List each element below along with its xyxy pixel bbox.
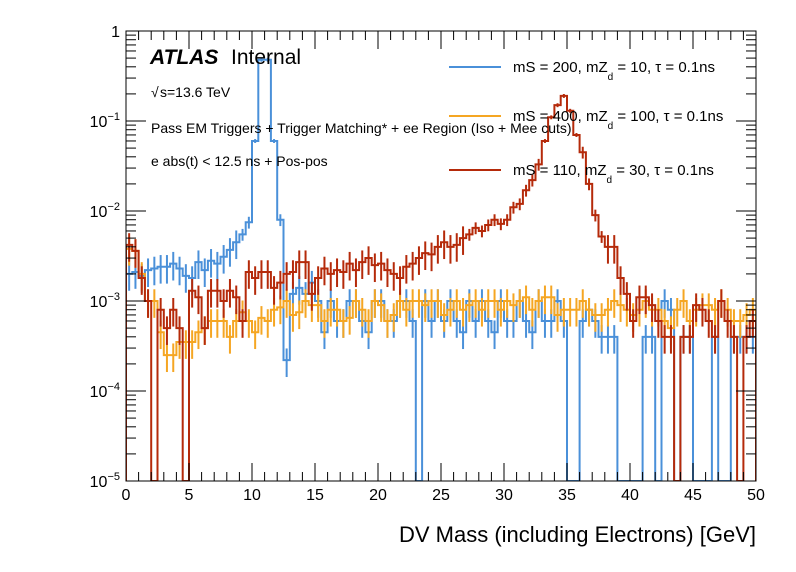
atlas-label: ATLAS xyxy=(149,46,218,69)
axes-layer xyxy=(125,30,757,482)
x-tick-labels: 0 5 10 15 20 25 30 35 40 45 50 xyxy=(122,487,765,504)
energy-label: s=13.6 TeV xyxy=(160,84,231,100)
selection-label-2: e abs(t) < 12.5 ns + Pos-pos xyxy=(151,153,328,169)
series-step-line xyxy=(126,94,756,481)
legend-entry-1: mS = 400, mZd = 100, τ = 0.1ns xyxy=(449,108,723,132)
legend: mS = 200, mZd = 10, τ = 0.1ns mS = 400, m… xyxy=(449,59,723,186)
x-tick-label: 40 xyxy=(621,487,639,504)
legend-label: mS = 200, mZd = 10, τ = 0.1ns xyxy=(513,59,715,83)
legend-entry-2: mS = 110, mZd = 30, τ = 0.1ns xyxy=(449,162,714,186)
x-axis-title: DV Mass (including Electrons) [GeV] xyxy=(399,522,756,547)
series-2 xyxy=(126,94,756,481)
legend-label: mS = 400, mZd = 100, τ = 0.1ns xyxy=(513,108,723,132)
x-tick-label: 30 xyxy=(495,487,513,504)
y-tick-label: 1 xyxy=(111,24,120,41)
x-tick-label: 10 xyxy=(243,487,261,504)
x-tick-label: 50 xyxy=(747,487,765,504)
y-tick-label: 10−5 xyxy=(90,471,120,491)
y-tick-label: 10−4 xyxy=(90,381,120,401)
legend-label: mS = 110, mZd = 30, τ = 0.1ns xyxy=(513,162,714,186)
legend-entry-0: mS = 200, mZd = 10, τ = 0.1ns xyxy=(449,59,715,83)
x-tick-label: 45 xyxy=(684,487,702,504)
x-tick-label: 35 xyxy=(558,487,576,504)
y-tick-label: 10−3 xyxy=(90,291,120,311)
energy-sqrt-symbol: √ xyxy=(151,84,159,100)
y-tick-labels: 10−5 10−4 10−3 10−2 10−1 1 xyxy=(90,24,120,491)
selection-label-1: Pass EM Triggers + Trigger Matching* + e… xyxy=(151,120,572,136)
x-tick-label: 15 xyxy=(306,487,324,504)
y-tick-label: 10−1 xyxy=(90,111,120,131)
y-tick-label: 10−2 xyxy=(90,201,120,221)
x-tick-label: 0 xyxy=(122,487,131,504)
x-tick-label: 5 xyxy=(185,487,194,504)
x-tick-label: 25 xyxy=(432,487,450,504)
series-layer xyxy=(126,57,756,481)
internal-label: Internal xyxy=(231,46,301,69)
x-tick-label: 20 xyxy=(369,487,387,504)
